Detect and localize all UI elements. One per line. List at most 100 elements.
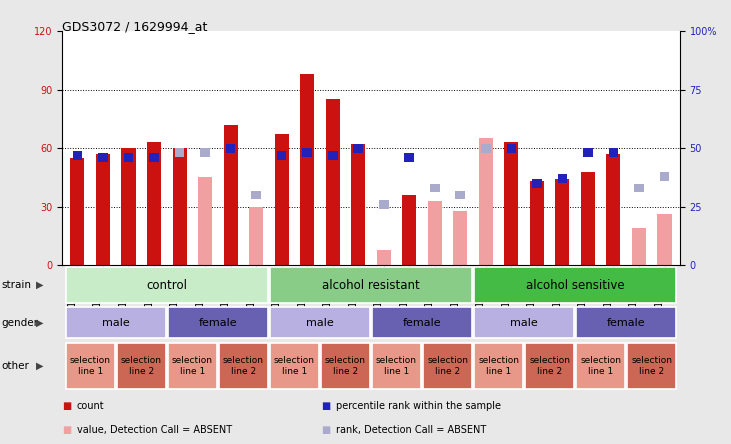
Bar xyxy=(379,200,389,209)
Bar xyxy=(402,195,416,265)
Bar xyxy=(455,190,465,199)
Text: selection
line 1: selection line 1 xyxy=(172,356,213,376)
Bar xyxy=(627,343,676,389)
Text: value, Detection Call = ABSENT: value, Detection Call = ABSENT xyxy=(77,425,232,435)
Bar xyxy=(632,228,646,265)
Bar xyxy=(219,343,268,389)
Text: control: control xyxy=(146,278,187,292)
Bar xyxy=(525,343,574,389)
Bar xyxy=(251,190,261,199)
Bar xyxy=(175,148,184,157)
Bar xyxy=(226,144,235,153)
Bar xyxy=(481,144,491,153)
Bar xyxy=(98,153,108,162)
Text: rank, Detection Call = ABSENT: rank, Detection Call = ABSENT xyxy=(336,425,486,435)
Bar xyxy=(149,153,159,162)
Text: ■: ■ xyxy=(62,425,72,435)
Text: selection
line 2: selection line 2 xyxy=(223,356,264,376)
Bar xyxy=(474,343,523,389)
Text: alcohol resistant: alcohol resistant xyxy=(322,278,420,292)
Bar xyxy=(479,139,493,265)
Bar xyxy=(634,183,644,192)
Text: male: male xyxy=(510,317,538,328)
Bar xyxy=(326,99,340,265)
Bar xyxy=(474,267,676,303)
Text: selection
line 1: selection line 1 xyxy=(274,356,315,376)
Bar xyxy=(530,181,544,265)
Text: selection
line 2: selection line 2 xyxy=(325,356,366,376)
Bar xyxy=(609,148,618,157)
Bar xyxy=(270,267,472,303)
Text: ▶: ▶ xyxy=(37,317,44,328)
Text: other: other xyxy=(1,361,29,371)
Bar xyxy=(372,307,472,338)
Text: strain: strain xyxy=(1,280,31,290)
Bar xyxy=(277,151,287,159)
Bar xyxy=(321,343,370,389)
Text: male: male xyxy=(306,317,334,328)
Text: male: male xyxy=(102,317,129,328)
Bar xyxy=(270,343,319,389)
Text: selection
line 1: selection line 1 xyxy=(478,356,519,376)
Text: selection
line 1: selection line 1 xyxy=(69,356,110,376)
Bar xyxy=(147,142,161,265)
Text: selection
line 2: selection line 2 xyxy=(632,356,673,376)
Bar xyxy=(372,343,421,389)
Bar xyxy=(173,148,186,265)
Text: gender: gender xyxy=(1,317,39,328)
Bar xyxy=(96,154,110,265)
Text: ▶: ▶ xyxy=(37,361,44,371)
Bar xyxy=(507,144,516,153)
Bar xyxy=(327,151,338,159)
Bar xyxy=(200,148,210,157)
Bar xyxy=(353,144,363,153)
Text: selection
line 1: selection line 1 xyxy=(376,356,417,376)
Text: female: female xyxy=(607,317,645,328)
Bar xyxy=(532,179,542,188)
Bar xyxy=(404,153,414,162)
Bar xyxy=(376,250,391,265)
Text: count: count xyxy=(77,401,105,411)
Bar xyxy=(581,171,595,265)
Bar xyxy=(66,267,268,303)
Text: GDS3072 / 1629994_at: GDS3072 / 1629994_at xyxy=(62,20,208,33)
Bar xyxy=(453,210,467,265)
Text: female: female xyxy=(403,317,442,328)
Bar xyxy=(72,151,83,159)
Bar xyxy=(556,179,569,265)
Bar xyxy=(70,158,85,265)
Text: ■: ■ xyxy=(322,401,331,411)
Bar xyxy=(117,343,166,389)
Bar xyxy=(124,153,133,162)
Bar xyxy=(423,343,472,389)
Bar xyxy=(428,201,442,265)
Text: ■: ■ xyxy=(62,401,72,411)
Bar xyxy=(558,174,567,183)
Text: selection
line 1: selection line 1 xyxy=(580,356,621,376)
Text: percentile rank within the sample: percentile rank within the sample xyxy=(336,401,501,411)
Bar xyxy=(583,148,593,157)
Bar xyxy=(224,125,238,265)
Bar xyxy=(607,154,621,265)
Bar xyxy=(66,307,166,338)
Bar xyxy=(474,307,574,338)
Bar xyxy=(168,343,217,389)
Bar xyxy=(249,206,263,265)
Bar xyxy=(576,307,676,338)
Text: selection
line 2: selection line 2 xyxy=(121,356,162,376)
Bar xyxy=(657,214,672,265)
Bar xyxy=(66,343,115,389)
Text: female: female xyxy=(199,317,237,328)
Text: ▶: ▶ xyxy=(37,280,44,290)
Bar xyxy=(300,74,314,265)
Bar xyxy=(351,144,366,265)
Bar xyxy=(168,307,268,338)
Bar xyxy=(303,148,312,157)
Text: selection
line 2: selection line 2 xyxy=(427,356,468,376)
Bar xyxy=(275,135,289,265)
Bar xyxy=(198,178,212,265)
Text: ■: ■ xyxy=(322,425,331,435)
Text: selection
line 2: selection line 2 xyxy=(529,356,570,376)
Bar xyxy=(270,307,370,338)
Bar xyxy=(430,183,439,192)
